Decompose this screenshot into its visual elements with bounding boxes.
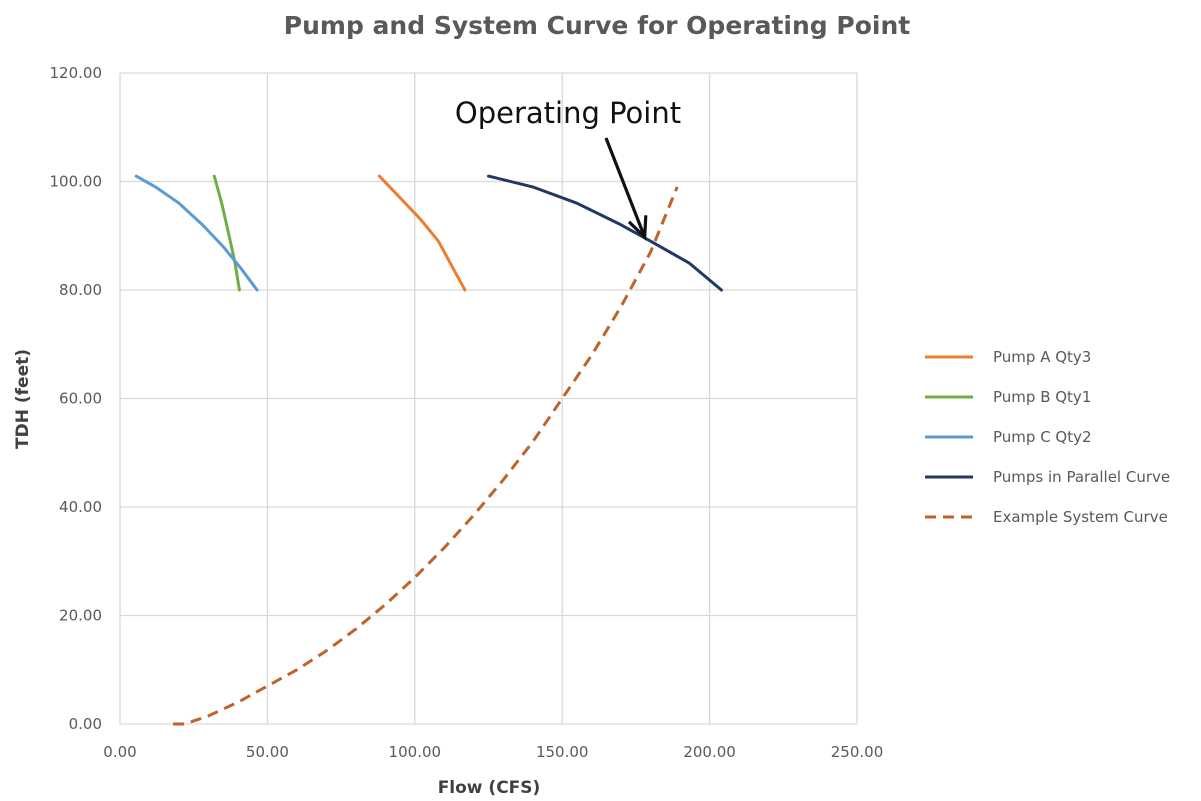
- x-tick-label: 0.00: [103, 743, 136, 761]
- chart-title: Pump and System Curve for Operating Poin…: [284, 11, 910, 40]
- series-line-1: [212, 174, 241, 292]
- annotation-arrowhead: [627, 215, 648, 241]
- series-line-2: [134, 174, 259, 292]
- x-tick-label: 50.00: [246, 743, 289, 761]
- y-tick-label: 0.00: [69, 715, 102, 733]
- plot-area: [134, 174, 723, 726]
- legend: Pump A Qty3 Pump B Qty1 Pump C Qty2 Pumps i…: [925, 348, 1170, 526]
- annotation-text: Operating Point: [455, 96, 681, 130]
- x-axis-title: Flow (CFS): [438, 778, 541, 798]
- tick-labels: 0.00 20.00 40.00 60.00 80.00 100.00 120.00 0.00…: [50, 64, 884, 761]
- legend-label: Pumps in Parallel Curve: [993, 468, 1170, 486]
- x-tick-label: 150.00: [536, 743, 589, 761]
- x-tick-label: 200.00: [683, 743, 736, 761]
- x-tick-label: 250.00: [831, 743, 884, 761]
- x-tick-label: 100.00: [389, 743, 442, 761]
- annotation-arrow: [604, 137, 647, 238]
- y-tick-label: 40.00: [59, 498, 102, 516]
- y-tick-label: 100.00: [50, 173, 103, 191]
- legend-label: Pump A Qty3: [993, 348, 1091, 366]
- y-tick-label: 80.00: [59, 281, 102, 299]
- legend-label: Pump B Qty1: [993, 388, 1091, 406]
- y-tick-label: 120.00: [50, 64, 103, 82]
- series-line-0: [377, 174, 467, 292]
- grid: [119, 72, 858, 725]
- legend-label: Example System Curve: [993, 508, 1168, 526]
- series-line-4: [173, 186, 679, 726]
- annotation: Operating Point: [455, 96, 681, 241]
- y-axis-title: TDH (feet): [13, 349, 33, 449]
- y-tick-label: 60.00: [59, 390, 102, 408]
- y-tick-label: 20.00: [59, 607, 102, 625]
- legend-label: Pump C Qty2: [993, 428, 1092, 446]
- series-line-3: [487, 174, 723, 292]
